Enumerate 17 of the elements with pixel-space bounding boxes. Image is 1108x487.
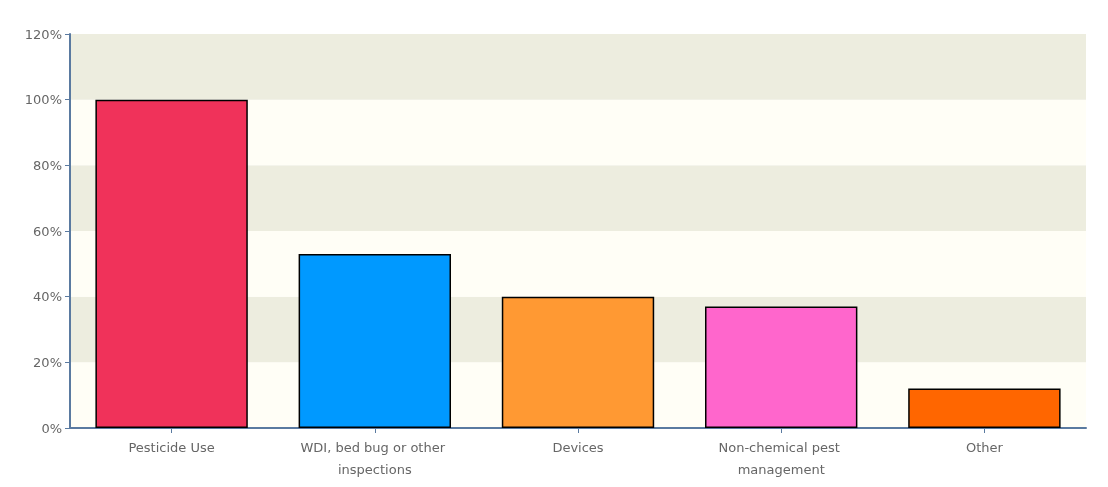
bar: [908, 388, 1061, 428]
y-tick-label: 0%: [41, 420, 62, 436]
x-tick-label: Devices: [552, 439, 604, 455]
x-tick-label: Non-chemical pest management: [718, 439, 844, 477]
y-tick-label: 20%: [33, 354, 62, 370]
bar: [501, 296, 655, 428]
x-tick-label: WDI, bed bug or other inspections: [300, 439, 450, 477]
y-tick-label: 80%: [33, 157, 62, 173]
x-tick-label: Pesticide Use: [128, 439, 215, 455]
bar: [95, 99, 248, 428]
bar: [298, 253, 451, 428]
y-tick-label: 100%: [24, 92, 62, 108]
y-tick-label: 120%: [24, 26, 62, 42]
x-tick-label: Other: [965, 439, 1004, 455]
bar: [705, 306, 858, 428]
y-tick-label: 60%: [33, 223, 62, 239]
y-tick-label: 40%: [33, 289, 62, 305]
